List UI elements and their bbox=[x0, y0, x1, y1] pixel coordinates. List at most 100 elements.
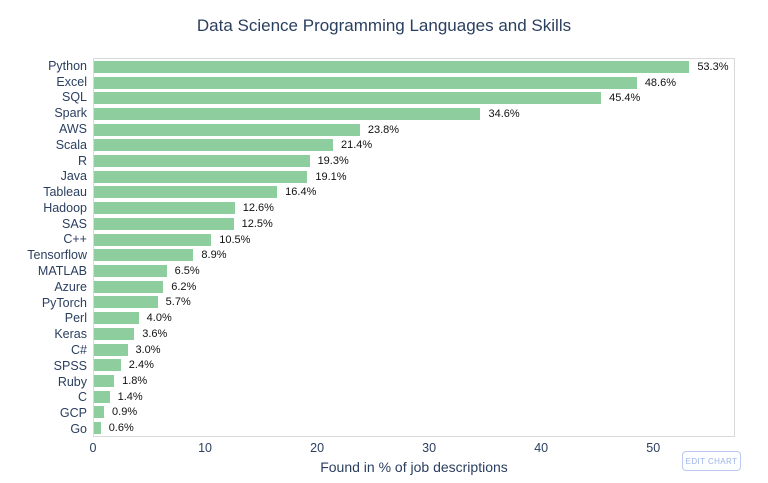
x-axis-tick-label: 40 bbox=[534, 441, 549, 455]
bar-value-label: 19.1% bbox=[315, 170, 347, 183]
bar-value-label: 2.4% bbox=[128, 359, 154, 372]
bar-value-label: 6.2% bbox=[171, 280, 197, 293]
bar bbox=[94, 170, 308, 183]
bar bbox=[94, 107, 481, 120]
x-axis-title: Found in % of job descriptions bbox=[320, 459, 508, 475]
bar-value-label: 12.6% bbox=[242, 202, 274, 215]
bar-row: 8.9% bbox=[94, 247, 734, 263]
chart-title: Data Science Programming Languages and S… bbox=[196, 16, 572, 35]
bar bbox=[94, 296, 158, 309]
bar bbox=[94, 264, 167, 277]
bar-value-label: 8.9% bbox=[201, 249, 227, 262]
bar bbox=[94, 280, 164, 293]
bar-row: 0.6% bbox=[94, 420, 734, 436]
y-axis-label: Scala bbox=[55, 137, 87, 152]
bar-row: 2.4% bbox=[94, 357, 734, 373]
edit-chart-button[interactable]: EDIT CHART bbox=[682, 451, 741, 471]
y-axis-label: Hadoop bbox=[43, 200, 87, 215]
bar-value-label: 0.6% bbox=[108, 422, 134, 435]
bar bbox=[94, 343, 128, 356]
bar-row: 48.6% bbox=[94, 75, 734, 91]
bar-row: 5.7% bbox=[94, 295, 734, 311]
bar-row: 1.4% bbox=[94, 389, 734, 405]
y-axis-label: C# bbox=[71, 342, 87, 357]
bar bbox=[94, 406, 105, 419]
x-axis-tick-label: 0 bbox=[89, 441, 97, 455]
bar bbox=[94, 390, 110, 403]
bar-value-label: 3.0% bbox=[135, 343, 161, 356]
bar-row: 12.6% bbox=[94, 200, 734, 216]
bar-value-label: 16.4% bbox=[285, 186, 317, 199]
bar bbox=[94, 233, 212, 246]
bar-row: 21.4% bbox=[94, 138, 734, 154]
bar bbox=[94, 186, 278, 199]
bar-value-label: 21.4% bbox=[341, 139, 373, 152]
y-axis-label: Python bbox=[48, 58, 87, 73]
bar-row: 0.9% bbox=[94, 404, 734, 420]
bar bbox=[94, 374, 115, 387]
bar bbox=[94, 359, 121, 372]
x-axis-tick-label: 50 bbox=[646, 441, 661, 455]
y-axis-label: C bbox=[77, 390, 87, 405]
y-axis-label: Azure bbox=[54, 279, 87, 294]
bar-value-label: 1.8% bbox=[122, 374, 148, 387]
bar bbox=[94, 327, 135, 340]
bar bbox=[94, 76, 637, 89]
x-axis-tick-label: 30 bbox=[422, 441, 437, 455]
bar-value-label: 3.6% bbox=[142, 327, 168, 340]
bar-row: 34.6% bbox=[94, 106, 734, 122]
y-axis-label: Ruby bbox=[57, 374, 87, 389]
bar-row: 53.3% bbox=[94, 59, 734, 75]
bar-value-label: 0.9% bbox=[112, 406, 138, 419]
bar-row: 3.0% bbox=[94, 342, 734, 358]
y-axis-label: SAS bbox=[61, 216, 87, 231]
bar-value-label: 23.8% bbox=[367, 123, 400, 136]
bar bbox=[94, 312, 139, 325]
bar-value-label: 1.4% bbox=[117, 390, 143, 403]
bar-row: 4.0% bbox=[94, 310, 734, 326]
y-axis-label: Keras bbox=[54, 327, 87, 342]
bar-row: 10.5% bbox=[94, 232, 734, 248]
y-axis-label: Java bbox=[60, 169, 87, 184]
bar bbox=[94, 422, 101, 435]
y-axis-label: Perl bbox=[64, 311, 87, 326]
y-axis-label: Spark bbox=[54, 106, 87, 121]
x-axis: 0 10 20 30 40 50 bbox=[89, 441, 735, 456]
y-axis-label: SPSS bbox=[53, 358, 87, 373]
bar-row: 16.4% bbox=[94, 185, 734, 201]
bar bbox=[94, 139, 334, 152]
y-axis-label: SQL bbox=[61, 90, 87, 105]
plot-area: 53.3% 48.6% 45.4% 34.6% 23.8% 21.4% 19.3% 19.1%… bbox=[93, 58, 735, 437]
y-axis-label: Tensorflow bbox=[27, 248, 87, 263]
y-axis-label: Go bbox=[70, 421, 87, 436]
y-axis-label: PyTorch bbox=[41, 295, 87, 310]
bar bbox=[94, 155, 310, 168]
x-axis-tick-label: 10 bbox=[198, 441, 212, 455]
y-axis-label: AWS bbox=[58, 122, 87, 137]
y-axis-label: GCP bbox=[59, 406, 87, 421]
bar-value-label: 45.4% bbox=[609, 92, 641, 105]
bar bbox=[94, 249, 194, 262]
bar-value-label: 5.7% bbox=[165, 296, 191, 309]
x-axis-tick-label: 20 bbox=[310, 441, 325, 455]
bar-row: 19.1% bbox=[94, 169, 734, 185]
y-axis-labels: Python Excel SQL Spark AWS Scala R Java Tableau H… bbox=[0, 58, 87, 437]
bar-row: 19.3% bbox=[94, 153, 734, 169]
bar-value-label: 34.6% bbox=[488, 107, 520, 120]
bar-row: 3.6% bbox=[94, 326, 734, 342]
y-axis-label: C++ bbox=[63, 232, 87, 247]
bar-row: 1.8% bbox=[94, 373, 734, 389]
bar-value-label: 48.6% bbox=[644, 76, 677, 89]
bar-row: 23.8% bbox=[94, 122, 734, 138]
bar-value-label: 4.0% bbox=[146, 312, 172, 325]
bar bbox=[94, 123, 360, 136]
bar-value-label: 10.5% bbox=[219, 233, 251, 246]
y-axis-label: Excel bbox=[56, 74, 87, 89]
y-axis-label: R bbox=[77, 153, 87, 168]
bar bbox=[94, 202, 235, 215]
y-axis-label: Tableau bbox=[43, 185, 87, 200]
bar-value-label: 53.3% bbox=[697, 60, 729, 73]
bar-row: 6.5% bbox=[94, 263, 734, 279]
bar-row: 45.4% bbox=[94, 90, 734, 106]
